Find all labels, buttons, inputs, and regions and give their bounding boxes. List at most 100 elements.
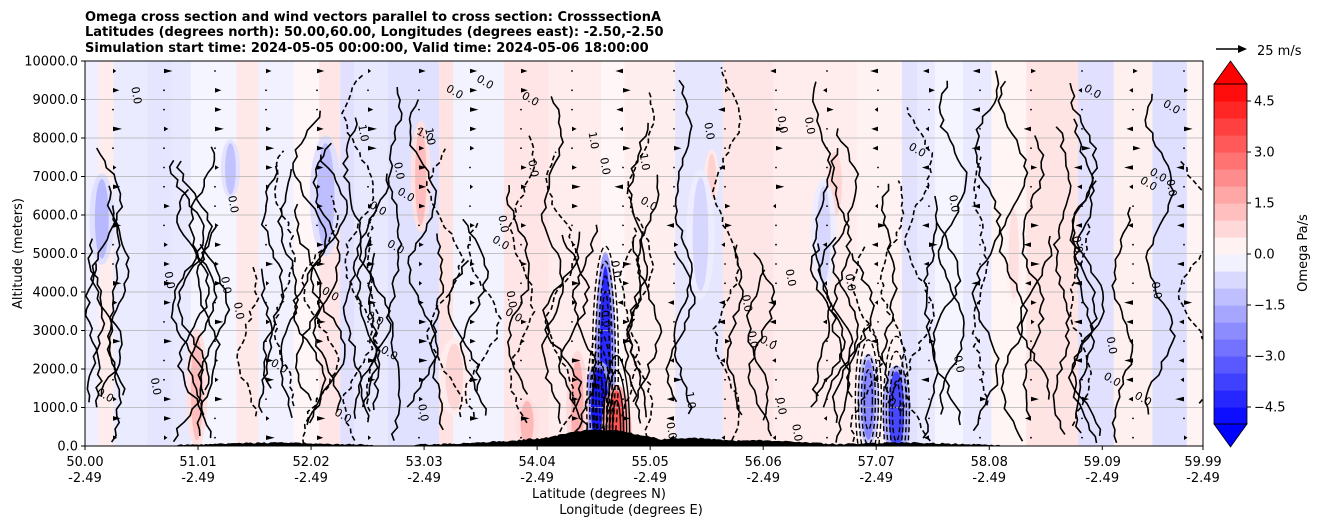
wind-vector bbox=[666, 416, 674, 421]
colorbar-segment bbox=[1214, 305, 1247, 323]
wind-vector-dot bbox=[214, 185, 216, 188]
wind-vector bbox=[674, 145, 682, 151]
wind-vector bbox=[878, 223, 887, 228]
x-tick-label-lon: -2.49 bbox=[520, 471, 554, 486]
wind-vector-dot bbox=[520, 282, 522, 285]
wind-vector-dot bbox=[316, 398, 318, 400]
colorbar-tick-label: 0.0 bbox=[1254, 248, 1275, 263]
wind-vector bbox=[317, 319, 326, 325]
colorbar-tick-label: −4.5 bbox=[1254, 401, 1286, 416]
contour-label: 0.0 bbox=[218, 275, 234, 294]
wind-vector bbox=[616, 107, 623, 112]
wind-vector-dot bbox=[316, 224, 318, 227]
x-tick-label-lat: 58.08 bbox=[971, 455, 1008, 470]
x-tick-label-lon: -2.49 bbox=[407, 471, 441, 486]
wind-vector-dot bbox=[163, 166, 165, 169]
wind-vector-dot bbox=[1030, 340, 1032, 343]
wind-vector-dot bbox=[163, 321, 165, 323]
wind-vector bbox=[419, 203, 426, 209]
contour-cluster bbox=[591, 245, 620, 446]
wind-vector bbox=[368, 68, 372, 74]
wind-vector bbox=[666, 223, 674, 228]
contour-cluster bbox=[854, 324, 883, 446]
wind-vector-dot bbox=[469, 243, 471, 246]
wind-vector bbox=[164, 416, 172, 421]
colorbar-segment bbox=[1214, 322, 1247, 340]
wind-vector-dot bbox=[724, 127, 726, 130]
wind-vector-dot bbox=[214, 436, 216, 439]
contour-line bbox=[1111, 206, 1134, 444]
wind-vector bbox=[1175, 396, 1184, 402]
wind-vector-dot bbox=[112, 205, 114, 208]
wind-vector-dot bbox=[673, 89, 675, 92]
contour-line bbox=[540, 96, 565, 424]
wind-vector bbox=[215, 396, 223, 402]
wind-vector bbox=[674, 242, 679, 247]
plot-area: 1.00.00.00.00.00.00.01.00.00.00.00.01.00… bbox=[85, 61, 1203, 446]
wind-vector bbox=[1023, 126, 1031, 132]
wind-vector bbox=[769, 319, 776, 325]
x-tick-label-lat: 59.99 bbox=[1184, 455, 1221, 470]
wind-vector bbox=[922, 68, 929, 74]
wind-vector-dot bbox=[163, 359, 165, 362]
contour-line bbox=[1144, 93, 1176, 415]
wind-vector-dot bbox=[112, 263, 114, 265]
wind-vector bbox=[1133, 145, 1141, 151]
wind-vector-dot bbox=[163, 147, 165, 150]
wind-vector bbox=[674, 377, 683, 383]
wind-vector-dot bbox=[928, 359, 930, 362]
wind-vector bbox=[419, 184, 427, 190]
wind-vector bbox=[929, 88, 935, 93]
wind-vector-dot bbox=[1081, 301, 1083, 304]
wind-vector-dot bbox=[1030, 147, 1032, 150]
wind-vector-dot bbox=[724, 263, 726, 265]
wind-vector-dot bbox=[469, 359, 471, 362]
contour-line bbox=[90, 147, 124, 397]
wind-vector-dot bbox=[673, 108, 675, 111]
contour-label: 0.0 bbox=[789, 423, 805, 442]
colorbar-segment bbox=[1214, 356, 1247, 374]
wind-vector-dot bbox=[724, 282, 726, 285]
wind-vector bbox=[1176, 261, 1184, 267]
wind-vector-dot bbox=[520, 436, 522, 439]
wind-vector bbox=[419, 377, 426, 383]
wind-vector-dot bbox=[1183, 108, 1185, 111]
contour-line bbox=[459, 218, 490, 416]
y-tick-label: 10000.0 bbox=[24, 55, 78, 70]
wind-vector bbox=[667, 300, 674, 305]
wind-vector-dot bbox=[826, 147, 828, 150]
contour-line bbox=[108, 206, 122, 443]
wind-vector bbox=[776, 184, 785, 190]
wind-vector-dot bbox=[928, 282, 930, 285]
y-axis: 0.0 1000.0 2000.0 3000.0 4000.0 5000.0 6000.0 7… bbox=[24, 55, 85, 455]
wind-vector bbox=[776, 126, 785, 132]
wind-vector-dot bbox=[979, 321, 981, 323]
wind-vector-dot bbox=[265, 224, 267, 227]
wind-vector bbox=[266, 261, 274, 267]
wind-vector-dot bbox=[673, 282, 675, 285]
wind-vector bbox=[572, 203, 579, 209]
wind-vector-dot bbox=[775, 282, 777, 285]
contour-label: 0.0 bbox=[745, 330, 761, 349]
contour-cluster bbox=[589, 346, 611, 446]
wind-vector bbox=[971, 203, 980, 209]
wind-vector-dot bbox=[571, 340, 573, 343]
wind-vector bbox=[164, 435, 168, 440]
colorbar-segment bbox=[1214, 152, 1247, 170]
wind-vector-dot bbox=[1081, 70, 1083, 72]
colorbar-segment bbox=[1214, 237, 1247, 255]
wind-vector-dot bbox=[214, 301, 216, 304]
wind-vector bbox=[772, 435, 776, 440]
wind-vector-dot bbox=[928, 108, 930, 111]
wind-vector bbox=[317, 242, 324, 247]
wind-vector bbox=[925, 145, 929, 151]
colorbar-segment bbox=[1214, 288, 1247, 306]
wind-vector bbox=[823, 377, 827, 383]
contour-line bbox=[447, 259, 482, 392]
wind-vector bbox=[720, 358, 725, 363]
colorbar-segment bbox=[1214, 203, 1247, 221]
wind-vector-dot bbox=[673, 185, 675, 188]
wind-vector bbox=[368, 377, 376, 383]
wind-vector bbox=[470, 300, 476, 305]
colorbar-tick-label: −1.5 bbox=[1254, 299, 1286, 314]
